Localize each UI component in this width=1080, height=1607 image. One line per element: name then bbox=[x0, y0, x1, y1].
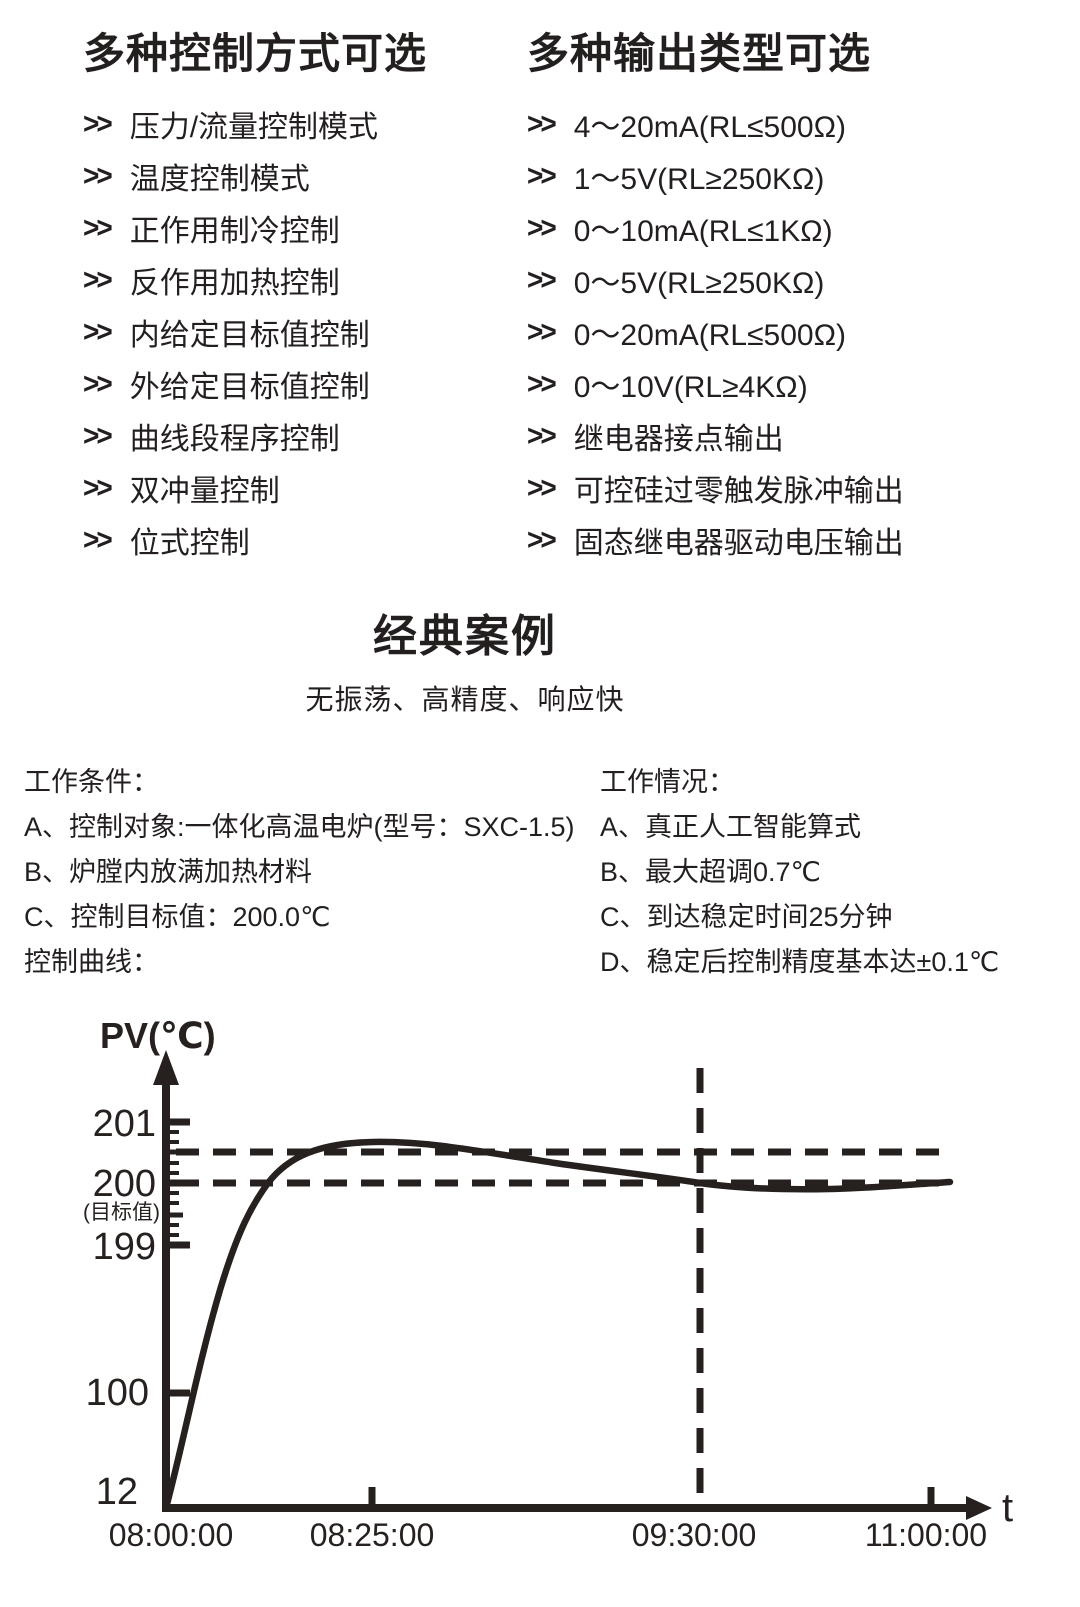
list-item-label: 可控硅过零触发脉冲输出 bbox=[573, 475, 904, 508]
condition-line: A、控制对象:一体化高温电炉(型号：SXC-1.5) bbox=[24, 812, 575, 842]
chevron-bullet-icon: >> bbox=[527, 523, 557, 556]
chevron-bullet-icon: >> bbox=[527, 263, 557, 296]
x-tick-label-110000: 11:00:00 bbox=[865, 1517, 987, 1553]
x-axis bbox=[162, 1487, 992, 1520]
chart-labels: PV(℃) 201 200 (目标值) 199 100 12 08:00:00 … bbox=[83, 1015, 1013, 1553]
control-methods-list: >> 压力/流量控制模式 >> 温度控制模式 >> 正作用制冷控制 >> 反作用加热控制… bbox=[83, 98, 427, 566]
list-item-label: 0～10V(RL≥4KΩ) bbox=[573, 371, 808, 404]
list-item: >> 曲线段程序控制 bbox=[83, 410, 427, 462]
reference-lines bbox=[176, 1068, 952, 1506]
list-item-label: 继电器接点输出 bbox=[573, 423, 784, 456]
case-study-title: 经典案例 bbox=[373, 612, 557, 661]
list-item: >> 4～20mA(RL≤500Ω) bbox=[527, 98, 904, 150]
y-tick-label-201: 201 bbox=[93, 1103, 156, 1145]
list-item: >> 反作用加热控制 bbox=[83, 254, 427, 306]
list-item: >> 外给定目标值控制 bbox=[83, 358, 427, 410]
y-tick-label-200: 200 bbox=[93, 1163, 156, 1205]
pv-curve bbox=[162, 1138, 954, 1512]
list-item: >> 双冲量控制 bbox=[83, 462, 427, 514]
target-value-note: (目标值) bbox=[83, 1201, 160, 1224]
working-status-section: 工作情况： A、真正人工智能算式 B、最大超调0.7℃ C、到达稳定时间25分钟… bbox=[600, 760, 999, 985]
list-item-label: 曲线段程序控制 bbox=[129, 423, 340, 456]
working-status-heading: 工作情况： bbox=[600, 767, 735, 797]
list-item: >> 位式控制 bbox=[83, 514, 427, 566]
list-item: >> 0～5V(RL≥250KΩ) bbox=[527, 254, 904, 306]
control-curve-label: 控制曲线： bbox=[24, 947, 159, 977]
working-conditions-section: 工作条件： A、控制对象:一体化高温电炉(型号：SXC-1.5) B、炉膛内放满… bbox=[24, 760, 575, 985]
chevron-bullet-icon: >> bbox=[527, 211, 557, 244]
chevron-bullet-icon: >> bbox=[83, 523, 113, 556]
list-item-label: 温度控制模式 bbox=[129, 163, 310, 196]
list-item: >> 0～10V(RL≥4KΩ) bbox=[527, 358, 904, 410]
list-item-label: 固态继电器驱动电压输出 bbox=[573, 527, 904, 560]
list-item: >> 正作用制冷控制 bbox=[83, 202, 427, 254]
case-study-section: 经典案例 无振荡、高精度、响应快 bbox=[0, 612, 930, 718]
control-methods-section: 多种控制方式可选 >> 压力/流量控制模式 >> 温度控制模式 >> 正作用制冷控制 … bbox=[83, 30, 427, 566]
list-item: >> 继电器接点输出 bbox=[527, 410, 904, 462]
x-axis-title: t bbox=[1002, 1486, 1013, 1530]
y-axis bbox=[153, 1050, 190, 1511]
output-types-section: 多种输出类型可选 >> 4～20mA(RL≤500Ω) >> 1～5V(RL≥250… bbox=[527, 30, 904, 566]
list-item-label: 正作用制冷控制 bbox=[129, 215, 340, 248]
list-item-label: 双冲量控制 bbox=[129, 475, 280, 508]
status-line: A、真正人工智能算式 bbox=[600, 812, 862, 842]
list-item: >> 温度控制模式 bbox=[83, 150, 427, 202]
x-axis-arrow-icon bbox=[966, 1496, 992, 1520]
y-tick-label-199: 199 bbox=[93, 1226, 156, 1268]
list-item-label: 外给定目标值控制 bbox=[129, 371, 370, 404]
list-item-label: 0～10mA(RL≤1KΩ) bbox=[573, 215, 833, 248]
condition-line: C、控制目标值：200.0℃ bbox=[24, 902, 331, 932]
x-tick-label-082500: 08:25:00 bbox=[310, 1517, 435, 1553]
x-tick-label-093000: 09:30:00 bbox=[632, 1517, 757, 1553]
y-axis-title: PV(℃) bbox=[100, 1015, 216, 1056]
list-item: >> 固态继电器驱动电压输出 bbox=[527, 514, 904, 566]
chevron-bullet-icon: >> bbox=[83, 315, 113, 348]
list-item-label: 内给定目标值控制 bbox=[129, 319, 370, 352]
list-item: >> 0～10mA(RL≤1KΩ) bbox=[527, 202, 904, 254]
list-item-label: 1～5V(RL≥250KΩ) bbox=[573, 163, 825, 196]
output-types-list: >> 4～20mA(RL≤500Ω) >> 1～5V(RL≥250KΩ) >> 0～1… bbox=[527, 98, 904, 566]
y-tick-label-100: 100 bbox=[86, 1372, 149, 1414]
chevron-bullet-icon: >> bbox=[527, 367, 557, 400]
list-item: >> 压力/流量控制模式 bbox=[83, 98, 427, 150]
list-item-label: 0～20mA(RL≤500Ω) bbox=[573, 319, 847, 352]
chevron-bullet-icon: >> bbox=[83, 419, 113, 452]
chevron-bullet-icon: >> bbox=[83, 107, 113, 140]
chevron-bullet-icon: >> bbox=[527, 159, 557, 192]
list-item: >> 1～5V(RL≥250KΩ) bbox=[527, 150, 904, 202]
chevron-bullet-icon: >> bbox=[83, 263, 113, 296]
chevron-bullet-icon: >> bbox=[83, 211, 113, 244]
list-item: >> 0～20mA(RL≤500Ω) bbox=[527, 306, 904, 358]
chevron-bullet-icon: >> bbox=[527, 107, 557, 140]
list-item-label: 压力/流量控制模式 bbox=[129, 111, 379, 144]
chevron-bullet-icon: >> bbox=[527, 419, 557, 452]
control-curve-chart: PV(℃) 201 200 (目标值) 199 100 12 08:00:00 … bbox=[83, 1015, 1013, 1553]
list-item-label: 4～20mA(RL≤500Ω) bbox=[573, 111, 847, 144]
working-conditions-heading: 工作条件： bbox=[24, 767, 159, 797]
condition-line: B、炉膛内放满加热材料 bbox=[24, 857, 313, 887]
chevron-bullet-icon: >> bbox=[83, 159, 113, 192]
list-item: >> 内给定目标值控制 bbox=[83, 306, 427, 358]
control-methods-title: 多种控制方式可选 bbox=[83, 30, 428, 77]
status-line: D、稳定后控制精度基本达±0.1℃ bbox=[600, 947, 1000, 977]
chevron-bullet-icon: >> bbox=[527, 315, 557, 348]
status-line: C、到达稳定时间25分钟 bbox=[600, 902, 893, 932]
list-item-label: 位式控制 bbox=[129, 527, 250, 560]
list-item: >> 可控硅过零触发脉冲输出 bbox=[527, 462, 904, 514]
x-tick-label-080000: 08:00:00 bbox=[109, 1517, 234, 1553]
list-item-label: 反作用加热控制 bbox=[129, 267, 340, 300]
list-item-label: 0～5V(RL≥250KΩ) bbox=[573, 267, 825, 300]
case-study-subtitle: 无振荡、高精度、响应快 bbox=[305, 684, 625, 715]
status-line: B、最大超调0.7℃ bbox=[600, 857, 821, 887]
y-tick-label-12: 12 bbox=[96, 1471, 138, 1513]
chevron-bullet-icon: >> bbox=[83, 471, 113, 504]
chevron-bullet-icon: >> bbox=[527, 471, 557, 504]
chevron-bullet-icon: >> bbox=[83, 367, 113, 400]
y-axis-arrow-icon bbox=[153, 1050, 179, 1085]
output-types-title: 多种输出类型可选 bbox=[527, 30, 872, 77]
